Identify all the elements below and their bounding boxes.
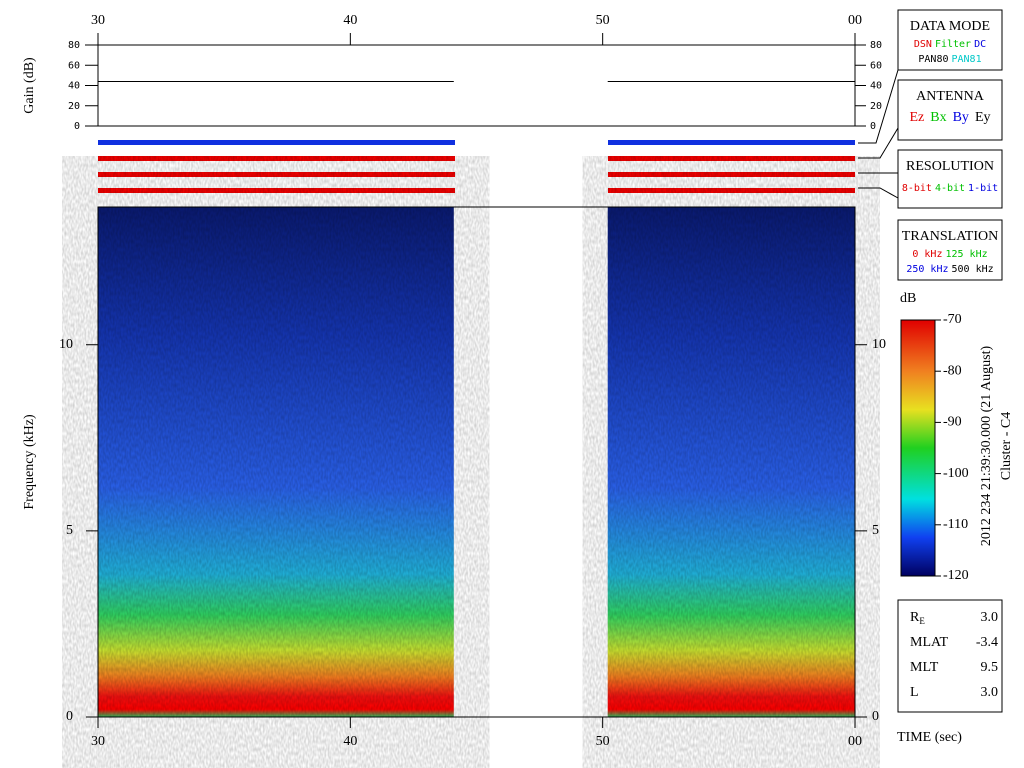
colorbar-tick-label: -80: [943, 363, 962, 378]
x-axis-label: TIME (sec): [897, 730, 962, 745]
mode-item: PAN80: [918, 54, 948, 65]
ephemeris-label: L: [910, 685, 919, 700]
x-tick-label: 50: [596, 13, 610, 28]
sidebar: DATA MODE DSN Filter DC PAN80 PAN81 ANTENNA Ez B…: [897, 9, 1003, 281]
mode-item: Filter: [935, 39, 971, 50]
colorbar: [900, 319, 936, 577]
y-tick-label: 80: [68, 40, 80, 51]
ephemeris-value: -3.4: [976, 635, 998, 650]
mode-bars: [98, 69, 899, 199]
x-tick-label: 30: [91, 734, 105, 749]
y-tick-label: 5: [66, 523, 73, 538]
mode-item: 500 kHz: [952, 264, 994, 275]
colorbar-tick-label: -90: [943, 415, 962, 430]
ephemeris-label: RE: [910, 610, 925, 626]
sidebar-box: [897, 9, 1003, 71]
caption-mission: Cluster - C4: [999, 412, 1014, 480]
sidebar-box: [897, 79, 1003, 141]
y-tick-label: 80: [870, 40, 882, 51]
y-tick-label: 60: [870, 60, 882, 71]
sidebar-box: [897, 149, 1003, 209]
y-axis-label: Frequency (kHz): [22, 414, 37, 510]
mode-item: 4-bit: [935, 183, 965, 194]
colorbar-tick-label: -100: [943, 466, 969, 481]
sidebar-row: DSN Filter DC: [914, 39, 986, 50]
sidebar-title: TRANSLATION: [902, 229, 998, 244]
ephemeris-label: MLAT: [910, 635, 949, 650]
mode-item: PAN81: [952, 54, 982, 65]
y-tick-label: 40: [68, 81, 80, 92]
y-tick-label: 0: [66, 709, 73, 724]
sidebar-row: 0 kHz 125 kHz: [912, 249, 987, 260]
x-tick-label: 00: [848, 734, 862, 749]
plot-frame: [97, 206, 856, 718]
sidebar-row: 8-bit 4-bit 1-bit: [902, 183, 998, 194]
colorbar-tick-label: -120: [943, 568, 969, 583]
colorbar-title: dB: [900, 291, 916, 306]
x-tick-label: 40: [343, 734, 357, 749]
mode-item: DSN: [914, 39, 932, 50]
spectrogram-texture: [607, 207, 855, 717]
sidebar-title: ANTENNA: [916, 89, 985, 104]
colorbar-tick-label: -70: [943, 312, 962, 327]
sidebar-row: PAN80 PAN81: [918, 54, 981, 65]
y-tick-label: 0: [872, 709, 879, 724]
y-tick-label: 60: [68, 60, 80, 71]
x-tick-label: 30: [91, 13, 105, 28]
ephemeris-value: 3.0: [981, 610, 999, 625]
mode-item: DC: [974, 39, 986, 50]
y-tick-label: 10: [59, 337, 73, 352]
x-tick-label: 50: [596, 734, 610, 749]
caption-date: 2012 234 21:39:30.000 (21 August): [979, 346, 994, 547]
ephemeris-value: 9.5: [981, 660, 999, 675]
spectrogram-texture: [98, 207, 454, 717]
ephemeris-sub: E: [919, 616, 925, 626]
mode-item: Ez: [909, 110, 924, 125]
mode-item: Ey: [975, 110, 991, 125]
mode-item: 8-bit: [902, 183, 932, 194]
mode-item: 0 kHz: [912, 249, 942, 260]
y-tick-label: 10: [872, 337, 886, 352]
plot-frame: [97, 44, 856, 127]
sidebar-row: Ez Bx By Ey: [909, 110, 990, 125]
mode-item: 250 kHz: [906, 264, 948, 275]
mode-item: 1-bit: [968, 183, 998, 194]
sidebar-row: 250 kHz 500 kHz: [906, 264, 993, 275]
mode-item: By: [953, 110, 969, 125]
ephemeris-value: 3.0: [981, 685, 999, 700]
mode-item: 125 kHz: [945, 249, 987, 260]
y-axis-label: Gain (dB): [22, 57, 37, 114]
y-tick-label: 5: [872, 523, 879, 538]
colorbar-tick-label: -110: [943, 517, 968, 532]
y-tick-label: 0: [74, 121, 80, 132]
mode-item: Bx: [930, 110, 946, 125]
x-tick-label: 40: [343, 13, 357, 28]
y-tick-label: 40: [870, 81, 882, 92]
ephemeris-label: MLT: [910, 660, 939, 675]
sidebar-box: [897, 219, 1003, 281]
y-tick-label: 0: [870, 121, 876, 132]
y-tick-label: 20: [870, 101, 882, 112]
ephemeris-box: [897, 599, 1003, 713]
sidebar-title: RESOLUTION: [906, 159, 994, 174]
sidebar-title: DATA MODE: [910, 19, 990, 34]
y-tick-label: 20: [68, 101, 80, 112]
x-tick-label: 00: [848, 13, 862, 28]
